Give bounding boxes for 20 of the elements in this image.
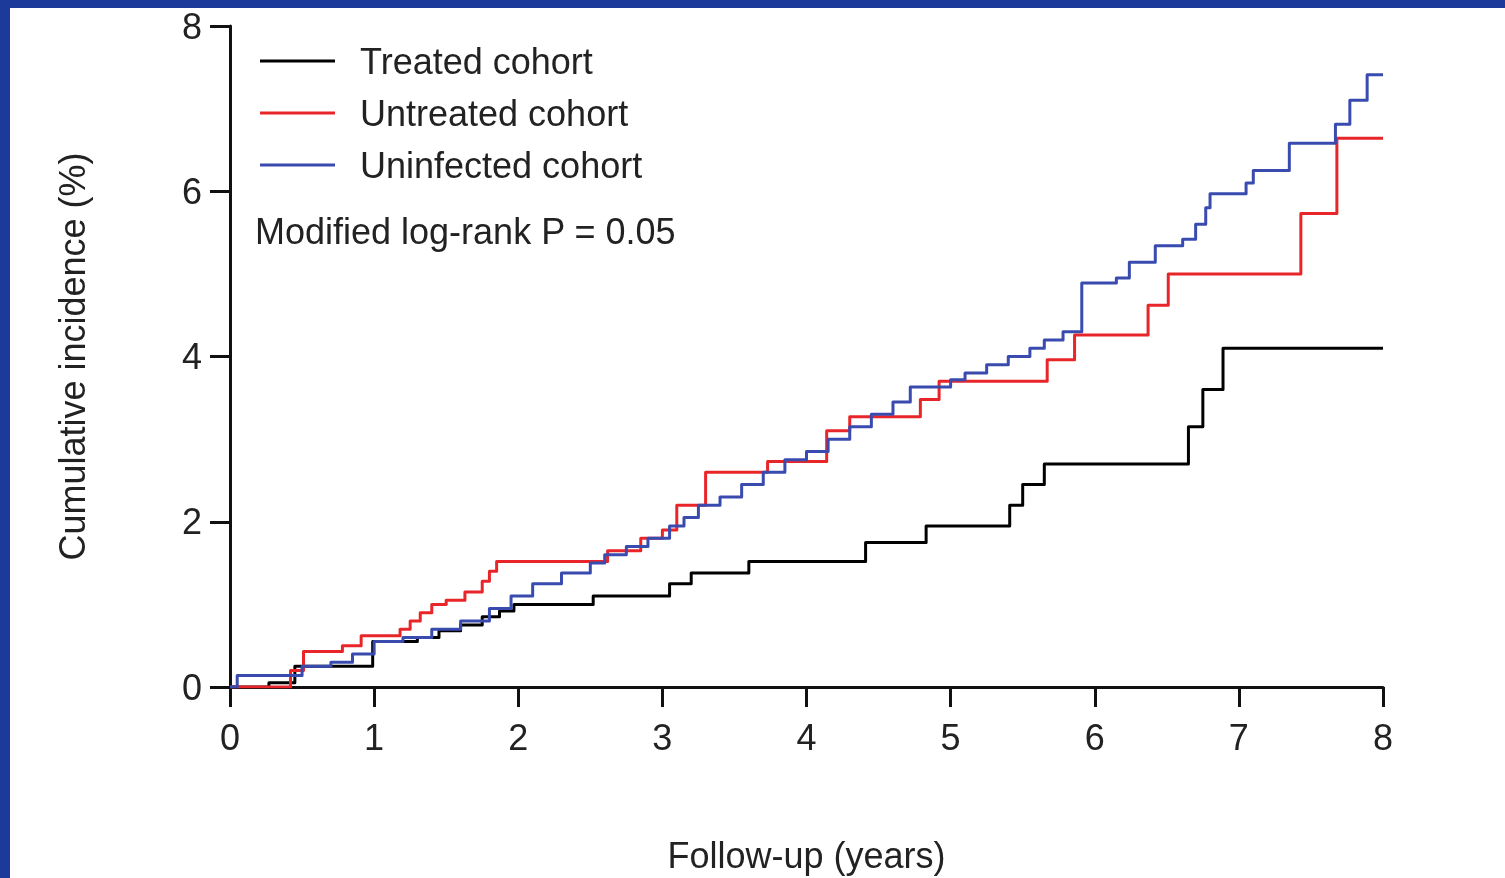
x-tick-label: 8 bbox=[1372, 716, 1394, 758]
x-tick-label: 0 bbox=[219, 716, 241, 758]
y-tick-label: 0 bbox=[181, 666, 202, 708]
legend-label: Treated cohort bbox=[360, 40, 593, 82]
x-tick-label: 5 bbox=[940, 716, 961, 758]
legend-label: Uninfected cohort bbox=[360, 144, 643, 186]
x-tick-label: 6 bbox=[1084, 716, 1105, 758]
x-tick-label: 2 bbox=[508, 716, 529, 758]
x-axis-title: Follow-up (years) bbox=[667, 834, 946, 876]
x-tick-label: 3 bbox=[652, 716, 673, 758]
x-tick-label: 4 bbox=[796, 716, 817, 758]
x-tick-label: 7 bbox=[1228, 716, 1249, 758]
x-tick-label: 1 bbox=[364, 716, 385, 758]
legend-label: Untreated cohort bbox=[360, 92, 629, 134]
y-tick-label: 6 bbox=[181, 170, 202, 212]
y-tick-label: 8 bbox=[181, 5, 202, 47]
annotation: Modified log-rank P = 0.05 bbox=[255, 210, 676, 252]
y-tick-label: 4 bbox=[181, 336, 202, 377]
y-tick-label: 2 bbox=[181, 501, 202, 543]
y-axis-title: Cumulative incidence (%) bbox=[51, 152, 93, 561]
